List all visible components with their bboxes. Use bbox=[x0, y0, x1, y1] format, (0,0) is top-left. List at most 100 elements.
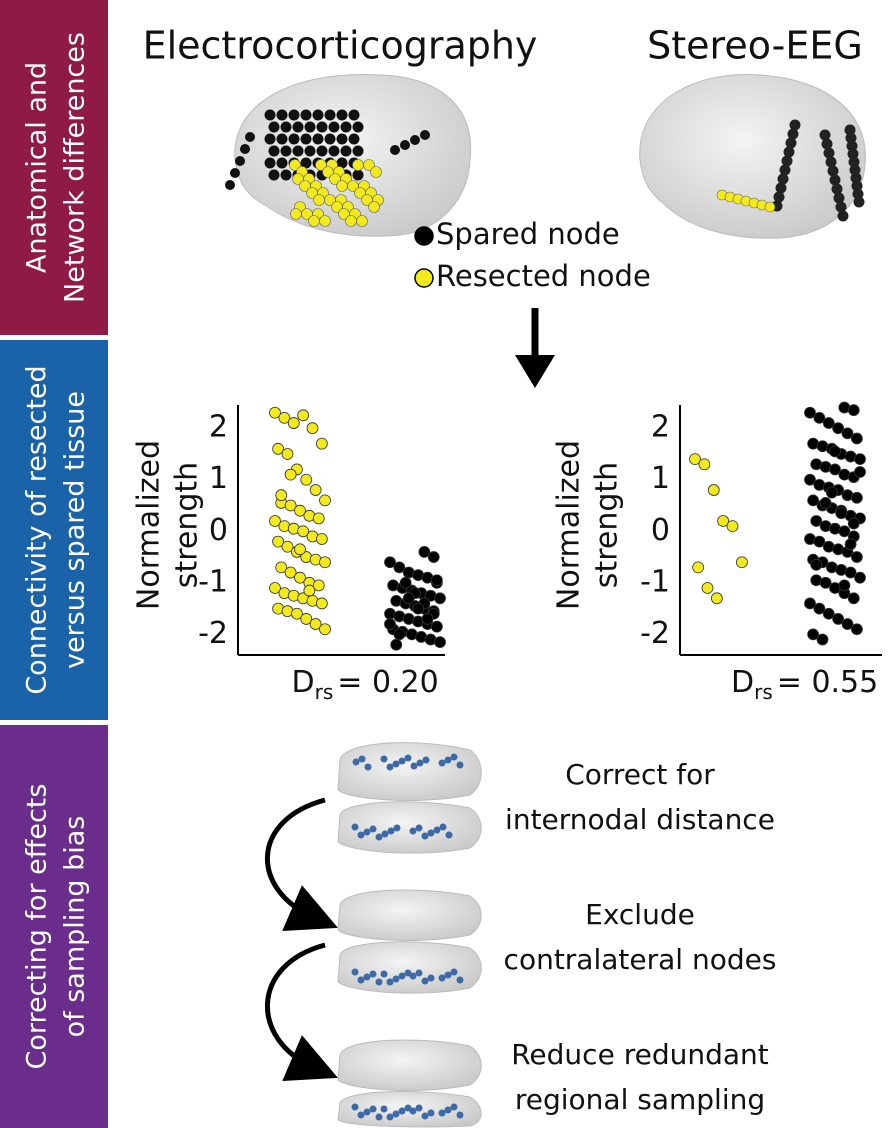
electrode bbox=[445, 972, 452, 979]
electrode bbox=[352, 1104, 359, 1111]
data-point bbox=[826, 487, 837, 498]
electrode bbox=[269, 146, 280, 157]
electrode bbox=[838, 211, 849, 222]
y-tick-label: 1 bbox=[209, 461, 228, 496]
electrode bbox=[411, 763, 418, 770]
electrode bbox=[341, 122, 352, 133]
electrode bbox=[230, 168, 240, 178]
annotation-value: = 0.20 bbox=[337, 665, 438, 700]
data-point bbox=[431, 575, 442, 586]
electrode bbox=[293, 122, 304, 133]
annotation-symbol: D bbox=[292, 665, 315, 700]
data-point bbox=[851, 552, 862, 563]
electrode bbox=[457, 977, 464, 984]
electrode bbox=[337, 110, 348, 121]
electrode bbox=[416, 1105, 423, 1112]
electrode bbox=[388, 828, 395, 835]
brain-bottom-1 bbox=[338, 802, 481, 853]
electrode bbox=[349, 134, 360, 145]
data-point bbox=[313, 513, 324, 524]
electrode bbox=[309, 216, 320, 227]
data-point bbox=[295, 544, 306, 555]
electrode bbox=[393, 976, 400, 983]
electrode bbox=[320, 216, 331, 227]
y-tick-label: -2 bbox=[640, 616, 670, 651]
annotation: Drs= 0.55 bbox=[731, 665, 878, 704]
data-point bbox=[708, 485, 719, 496]
electrode bbox=[451, 754, 458, 761]
electrode bbox=[370, 826, 377, 833]
electrode bbox=[329, 146, 340, 157]
data-point bbox=[851, 624, 862, 635]
electrode bbox=[265, 110, 276, 121]
data-point bbox=[727, 521, 738, 532]
data-point bbox=[285, 469, 296, 480]
brain-top-3 bbox=[338, 1040, 481, 1090]
electrode bbox=[428, 975, 435, 982]
legend-marker bbox=[415, 227, 433, 245]
electrode bbox=[394, 825, 401, 832]
electrode bbox=[265, 134, 276, 145]
electrode bbox=[281, 170, 292, 181]
data-point bbox=[830, 446, 841, 457]
electrode bbox=[405, 1105, 412, 1112]
electrode bbox=[416, 825, 423, 832]
data-point bbox=[711, 593, 722, 604]
legend-label: Spared node bbox=[436, 217, 620, 251]
data-point bbox=[307, 423, 318, 434]
data-point bbox=[276, 490, 287, 501]
electrode bbox=[269, 170, 280, 181]
sidebar-label: Network differences bbox=[60, 32, 91, 303]
y-tick-label: 2 bbox=[209, 410, 228, 445]
data-point bbox=[848, 405, 859, 416]
data-point bbox=[413, 603, 424, 614]
electrode bbox=[457, 1112, 464, 1119]
electrode bbox=[765, 202, 775, 212]
data-point bbox=[435, 637, 446, 648]
legend-label: Resected node bbox=[436, 259, 651, 293]
electrode bbox=[358, 832, 365, 839]
electrode bbox=[353, 160, 364, 171]
step-label: Reduce redundant bbox=[511, 1038, 769, 1071]
electrode bbox=[325, 134, 336, 145]
data-point bbox=[320, 624, 331, 635]
data-point bbox=[431, 621, 442, 632]
y-tick-label: -2 bbox=[198, 616, 228, 651]
brain-top-2 bbox=[338, 890, 481, 940]
data-point bbox=[702, 582, 713, 593]
sidebar-block bbox=[0, 725, 108, 1128]
electrode bbox=[439, 975, 446, 982]
electrode bbox=[381, 1106, 388, 1113]
data-point bbox=[811, 559, 822, 570]
sidebar-label: versus spared tissue bbox=[60, 391, 91, 669]
data-point bbox=[435, 593, 446, 604]
electrode bbox=[313, 134, 324, 145]
electrode bbox=[305, 122, 316, 133]
data-point bbox=[693, 562, 704, 573]
data-point bbox=[817, 634, 828, 645]
electrode bbox=[265, 158, 276, 169]
step-label: internodal distance bbox=[505, 803, 775, 836]
data-point bbox=[736, 557, 747, 568]
data-point bbox=[851, 433, 862, 444]
electrode bbox=[410, 828, 417, 835]
electrode bbox=[387, 979, 394, 986]
data-point bbox=[820, 497, 831, 508]
electrode bbox=[225, 180, 235, 190]
electrode bbox=[289, 134, 300, 145]
electrode bbox=[349, 110, 360, 121]
electrode bbox=[439, 760, 446, 767]
data-point bbox=[385, 619, 396, 630]
electrode bbox=[440, 824, 447, 831]
sidebar-block bbox=[0, 0, 108, 335]
data-point bbox=[839, 580, 850, 591]
data-point bbox=[391, 639, 402, 650]
step-label: regional sampling bbox=[515, 1083, 765, 1116]
electrode bbox=[346, 216, 357, 227]
legend-marker bbox=[415, 269, 433, 287]
electrode bbox=[364, 1109, 371, 1116]
electrode bbox=[422, 833, 429, 840]
electrode bbox=[451, 969, 458, 976]
electrode bbox=[382, 831, 389, 838]
electrode bbox=[240, 144, 250, 154]
